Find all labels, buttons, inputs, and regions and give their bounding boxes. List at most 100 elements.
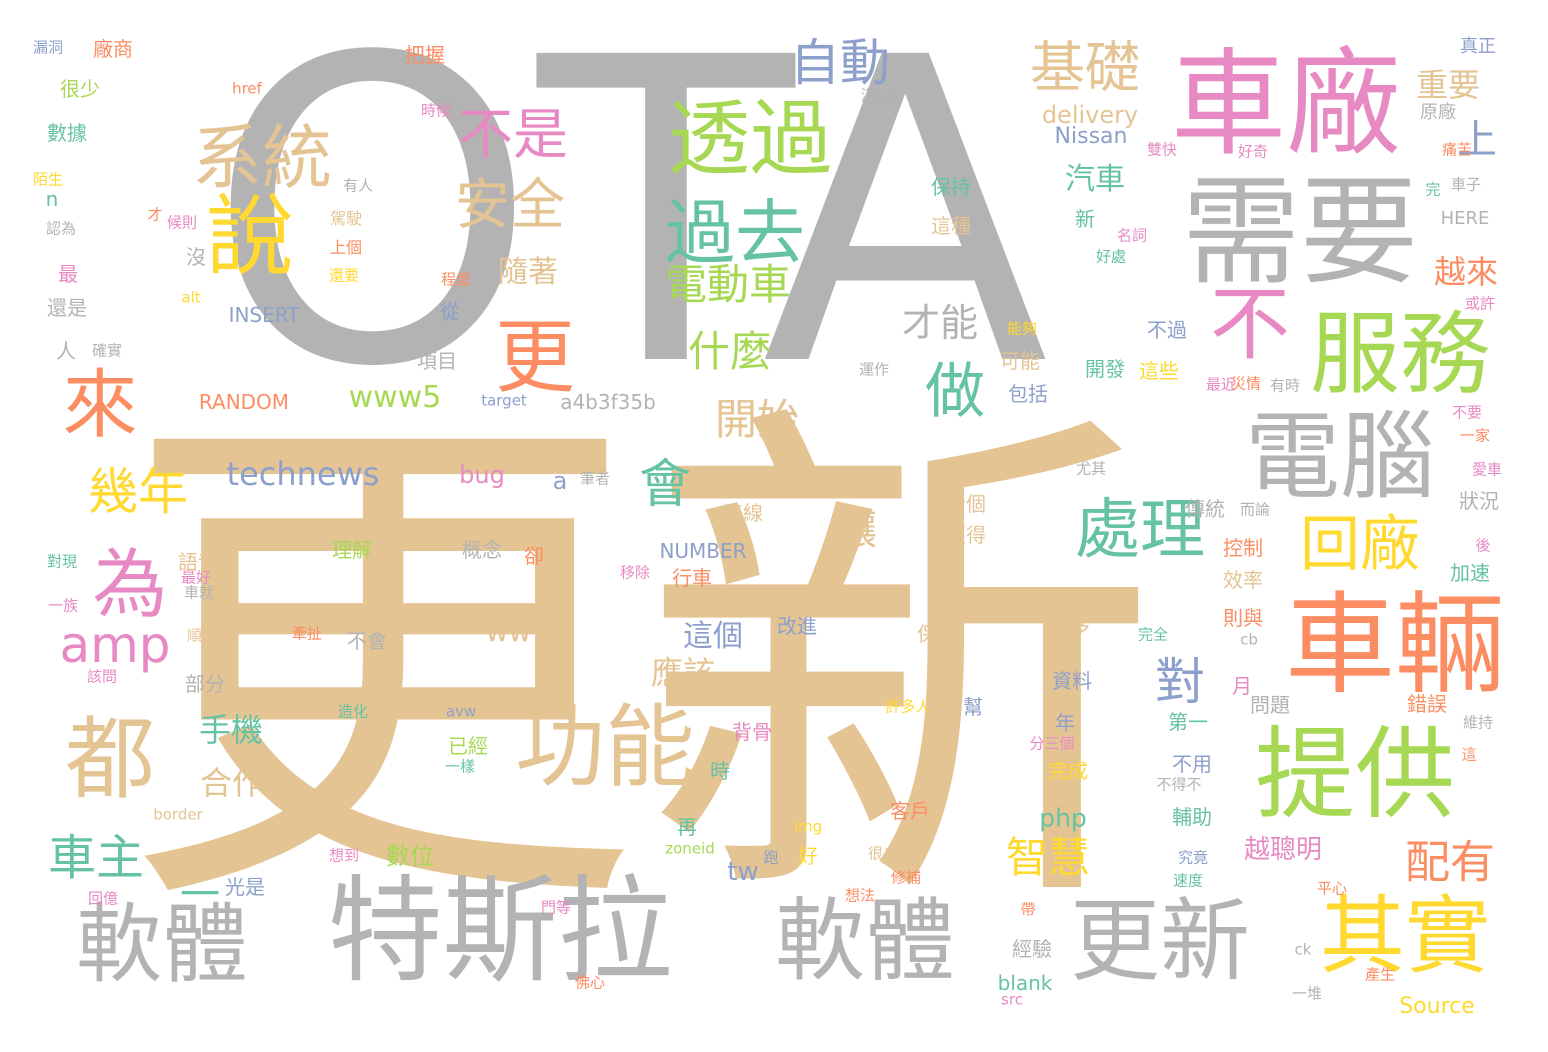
word-172: 很多 [867,844,899,863]
word-146: 尤其 [1075,459,1107,478]
word-20: 系統 [192,117,332,199]
word-37: 電動車 [664,260,792,309]
word-93: 項目 [417,349,457,373]
word-79: 保養 [917,622,957,646]
word-130: 才 [147,205,163,224]
word-7: 更新 [1070,889,1250,994]
word-181: 帶 [1020,900,1036,919]
word-38: 什麼 [687,327,773,376]
word-19: 說 [205,185,295,288]
word-148: 則與 [1223,606,1263,630]
word-56: www [485,615,555,648]
word-166: 幫 [963,695,983,719]
word-196: 雙快 [1146,140,1178,159]
word-108: 真正 [1460,36,1496,57]
word-36: 智慧 [1005,833,1091,882]
word-163: 造化 [337,702,369,721]
word-49: 隨著 [498,255,558,290]
word-61: RANDOM [198,390,290,414]
word-138: 運作 [858,360,890,379]
word-191: ck [1294,940,1312,959]
word-91: 包括 [1008,382,1048,406]
word-184: src [1001,990,1023,1009]
word-70: 效率 [1223,568,1263,592]
word-52: 手機 [198,711,264,749]
word-199: 完 [1425,180,1441,199]
word-32: amp [59,616,171,674]
word-195: 好奇 [1237,142,1269,161]
word-8: 車輛 [1285,581,1505,709]
word-21: 來 [62,360,138,449]
word-102: 數據 [47,121,87,145]
word-31: 幾年 [88,463,188,521]
word-134: 程度 [440,270,472,289]
word-124: 還是 [47,296,87,320]
word-150: 完全 [1137,625,1169,644]
word-131: 候則 [166,213,198,232]
word-198: 好處 [1095,247,1127,266]
word-173: 修補 [890,868,922,887]
word-68: 語音 [178,550,218,574]
word-47: 越來 [1433,253,1499,291]
word-193: 車子 [1450,175,1482,194]
word-101: 很少 [60,77,100,101]
word-136: 滿街 [860,86,892,105]
word-1: 更新 [120,365,1160,971]
word-169: img [793,817,823,836]
word-77: 許多 [1050,614,1090,638]
word-153: 卻 [524,544,544,568]
word-192: 這 [1461,745,1477,764]
word-75: 問題 [1250,693,1290,717]
word-2: 車廠 [1170,37,1402,172]
word-98: 這種 [931,214,971,238]
word-194: 痛苦 [1441,140,1473,159]
word-72: 狀況 [1459,489,1499,513]
word-50: delivery [1041,101,1139,129]
word-161: 一族 [47,596,79,615]
word-13: 其實 [1319,887,1491,987]
word-59: php [1039,803,1087,833]
word-104: 把握 [405,43,445,67]
word-67: 數位 [386,842,434,870]
word-69: 控制 [1223,536,1263,560]
word-76: 資料 [1052,669,1092,693]
word-23: 處理 [1074,492,1206,568]
word-117: 時 [710,759,730,783]
word-40: 才能 [901,301,979,345]
word-159: 最好 [180,568,212,587]
word-137: 能夠 [1006,319,1038,338]
word-4: 特斯拉 [327,864,673,999]
word-43: 對 [1155,653,1205,711]
word-160: 對現 [46,552,78,571]
word-45: 上 [1457,117,1497,163]
word-180: 佛心 [574,973,606,992]
word-84: 理解 [332,538,372,562]
word-116: 好 [798,844,818,868]
word-145: 而論 [1239,500,1271,519]
word-156: 不會 [347,629,387,653]
word-100: 上個 [329,238,363,257]
word-103: 廠商 [93,37,133,61]
word-129: n [45,187,59,211]
word-14: 都 [65,707,155,812]
word-188: 不得不 [1156,775,1202,794]
word-82: 已經 [448,734,488,758]
word-139: 最近 [1205,375,1237,394]
word-174: 想法 [844,886,876,905]
word-158: 車就 [183,583,215,602]
word-176: border [153,805,203,824]
word-162: 該問 [86,667,118,686]
word-200: 或許 [1464,294,1496,313]
word-187: 平心 [1316,879,1348,898]
word-107: 漏洞 [32,38,64,57]
word-179: 門等 [540,898,572,917]
word-197: 名詞 [1116,226,1148,245]
word-140: 災情 [1230,374,1262,393]
word-113: 輔助 [1172,805,1212,829]
word-55: 這個 [683,619,743,654]
word-141: 有時 [1269,376,1301,395]
word-46: 重要 [1415,66,1481,104]
word-74: 錯誤 [1407,692,1447,716]
word-99: 駕駛 [329,209,363,228]
